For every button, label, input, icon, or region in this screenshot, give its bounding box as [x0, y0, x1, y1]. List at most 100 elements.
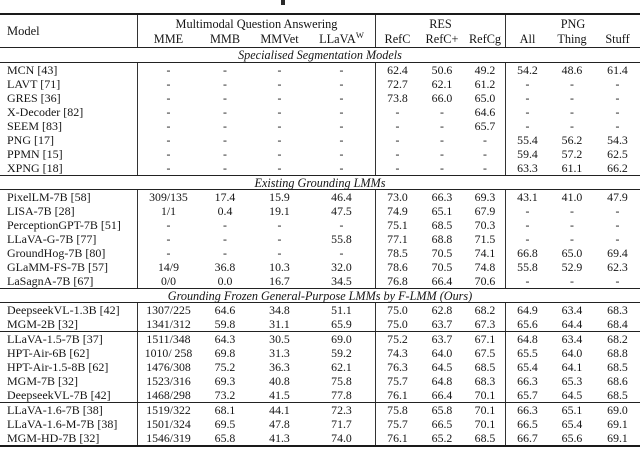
table-row: MGM-2B [32] 1341/312 59.8 31.1 65.9 75.0 63.7 6… — [0, 317, 640, 331]
value-cell: 47.8 — [269, 417, 290, 431]
value-cell: 50.6 — [431, 63, 453, 77]
value-cell: - — [277, 91, 282, 105]
value-cell: - — [137, 218, 199, 232]
value-cell: - — [137, 63, 199, 77]
model-name-cell: X-Decoder [82] — [7, 105, 84, 119]
value-cell: 70.1 — [474, 417, 496, 431]
value-cell: 69.5 — [214, 417, 236, 431]
value-cell: 64.0 — [561, 346, 583, 360]
value-cell: - — [339, 63, 344, 77]
value-cell: 59.8 — [214, 317, 236, 331]
value-cell: - — [137, 91, 199, 105]
value-cell: - — [570, 274, 574, 288]
col-header-mme: MME — [137, 32, 199, 47]
value-cell: - — [277, 133, 282, 147]
value-cell: 44.1 — [269, 403, 290, 417]
value-cell: 1341/312 — [137, 317, 199, 331]
value-cell: - — [277, 246, 282, 260]
value-cell: - — [137, 232, 199, 246]
value-cell: 64.4 — [561, 317, 583, 331]
value-cell: 31.3 — [269, 346, 290, 360]
value-cell: 1/1 — [137, 204, 199, 218]
value-cell: 75.7 — [375, 374, 419, 388]
value-cell: 69.0 — [607, 403, 628, 417]
value-cell: 40.8 — [269, 374, 290, 388]
section-title: Existing Grounding LMMs — [0, 175, 640, 190]
col-group-png: PNG — [505, 15, 640, 32]
table-row: HPT-Air-6B [62] 1010/ 258 69.8 31.3 59.2 74.3… — [0, 346, 640, 360]
value-cell: 47.5 — [331, 204, 352, 218]
value-cell: - — [505, 274, 549, 288]
value-cell: 68.3 — [607, 303, 628, 317]
value-cell: 66.5 — [505, 417, 549, 431]
value-cell: - — [223, 91, 227, 105]
value-cell: - — [375, 147, 419, 161]
value-cell: 55.4 — [505, 133, 549, 147]
value-cell: 64.9 — [505, 303, 549, 317]
table-row: PerceptionGPT-7B [51] - - - -75.1 68.5 70.3- - - — [0, 218, 640, 232]
value-cell: 78.6 — [375, 260, 419, 274]
value-cell: - — [375, 105, 419, 119]
value-cell: - — [339, 161, 344, 175]
value-cell: - — [570, 119, 574, 133]
col-header-mmvet: MMVet — [260, 32, 299, 46]
col-header-refcg: RefCg — [468, 32, 502, 46]
value-cell: - — [505, 77, 549, 91]
model-name-cell: LLaVA-1.5-7B [37] — [7, 332, 103, 346]
value-cell: - — [615, 204, 620, 218]
value-cell: 70.3 — [474, 218, 496, 232]
value-cell: - — [137, 147, 199, 161]
value-cell: - — [223, 133, 227, 147]
table-row: DeepseekVL-7B [42] 1468/298 73.2 41.5 77.8 76… — [0, 388, 640, 402]
value-cell: 69.1 — [607, 417, 628, 431]
value-cell: 68.8 — [431, 232, 453, 246]
value-cell: 69.3 — [214, 374, 236, 388]
value-cell: - — [223, 218, 227, 232]
value-cell: 68.2 — [607, 332, 628, 346]
value-cell: - — [137, 133, 199, 147]
model-name-cell: GRES [36] — [7, 91, 61, 105]
value-cell: - — [277, 161, 282, 175]
value-cell: 66.4 — [431, 388, 453, 402]
value-cell: 17.4 — [214, 190, 236, 204]
value-cell: 19.1 — [269, 204, 290, 218]
value-cell: 74.9 — [375, 204, 419, 218]
value-cell: - — [483, 147, 487, 161]
value-cell: 75.8 — [331, 374, 352, 388]
value-cell: 72.3 — [331, 403, 352, 417]
value-cell: 62.5 — [607, 147, 628, 161]
col-header-mmb: MMB — [209, 32, 241, 46]
value-cell: 65.6 — [505, 317, 549, 331]
value-cell: 73.8 — [375, 91, 419, 105]
model-name-cell: MGM-HD-7B [32] — [7, 431, 100, 445]
value-cell: 67.5 — [474, 346, 496, 360]
value-cell: 1468/298 — [137, 388, 199, 402]
value-cell: 73.2 — [214, 388, 236, 402]
value-cell: 64.8 — [431, 374, 453, 388]
value-cell: - — [615, 274, 620, 288]
model-name-cell: LAVT [71] — [7, 77, 61, 91]
value-cell: - — [505, 204, 549, 218]
value-cell: 66.3 — [431, 190, 453, 204]
value-cell: - — [277, 232, 282, 246]
value-cell: 31.1 — [269, 317, 290, 331]
value-cell: 41.0 — [561, 190, 583, 204]
model-name-cell: LLaVA-1.6-M-7B [38] — [7, 417, 118, 431]
value-cell: 55.8 — [331, 232, 352, 246]
value-cell: 67.9 — [474, 204, 496, 218]
value-cell: 65.7 — [474, 119, 496, 133]
model-name-cell: PerceptionGPT-7B [51] — [7, 218, 121, 232]
table-row: PixelLM-7B [58] 309/135 17.4 15.9 46.4 73.0 66… — [0, 190, 640, 204]
col-header-refc-plus: RefC+ — [425, 32, 459, 46]
value-cell: 30.5 — [269, 332, 290, 346]
value-cell: - — [615, 232, 620, 246]
value-cell: 65.0 — [474, 91, 496, 105]
col-header-stuff: Stuff — [605, 32, 630, 46]
model-name-cell: XPNG [18] — [7, 161, 63, 175]
value-cell: - — [223, 147, 227, 161]
value-cell: 41.5 — [269, 388, 290, 402]
table-row: LAVT [71] - - - -72.7 62.1 61.2- - - — [0, 77, 640, 91]
value-cell: 63.3 — [505, 161, 549, 175]
value-cell: 0.4 — [217, 204, 233, 218]
model-name-cell: LLaVA-1.6-7B [38] — [7, 403, 103, 417]
